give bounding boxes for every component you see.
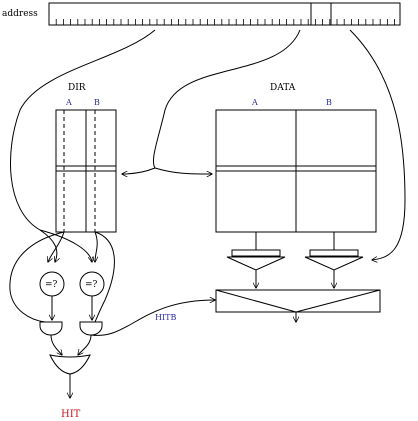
data-way-b-shifter xyxy=(304,256,364,271)
tag-to-cmp-b xyxy=(39,229,92,262)
address-label: address xyxy=(2,9,38,19)
and-gate-a xyxy=(39,321,63,336)
data-title: DATA xyxy=(270,83,296,93)
index-bus-curve xyxy=(152,29,301,169)
index-to-data-arrow xyxy=(154,167,212,174)
data-way-a-bus xyxy=(231,249,281,257)
data-way-a-shifter xyxy=(226,256,286,271)
output-mux-diag-right xyxy=(295,289,381,313)
address-bit-ticks xyxy=(55,19,396,25)
dir-way-a-label: A xyxy=(65,98,72,107)
output-mux xyxy=(215,289,381,313)
output-mux-diag-left xyxy=(215,289,297,313)
and-b-to-or xyxy=(78,334,92,355)
tag-to-cmp-a xyxy=(39,229,57,262)
hitb-signal xyxy=(90,300,215,336)
dir-title: DIR xyxy=(68,83,86,93)
offset-bus-curve xyxy=(349,29,406,260)
hitb-label: HITB xyxy=(155,313,176,322)
data-way-a-label: A xyxy=(251,98,258,107)
and-gate-b xyxy=(79,321,103,336)
dir-a-to-cmp-a xyxy=(48,231,65,262)
dir-a-valid xyxy=(9,231,65,323)
hit-label: HIT xyxy=(61,409,81,420)
comparator-a-label: =? xyxy=(45,280,58,290)
dir-b-to-cmp-b xyxy=(95,231,97,262)
or-gate xyxy=(49,354,91,375)
index-to-dir-arrow xyxy=(122,167,156,174)
data-way-b-label: B xyxy=(326,98,332,107)
tag-bus-curve xyxy=(10,29,156,231)
address-register xyxy=(48,2,401,26)
dir-way-b-label: B xyxy=(94,98,100,107)
data-way-b-bus xyxy=(309,249,359,257)
comparator-b-label: =? xyxy=(85,280,98,290)
and-a-to-or xyxy=(50,334,62,355)
dir-b-valid xyxy=(94,231,115,323)
